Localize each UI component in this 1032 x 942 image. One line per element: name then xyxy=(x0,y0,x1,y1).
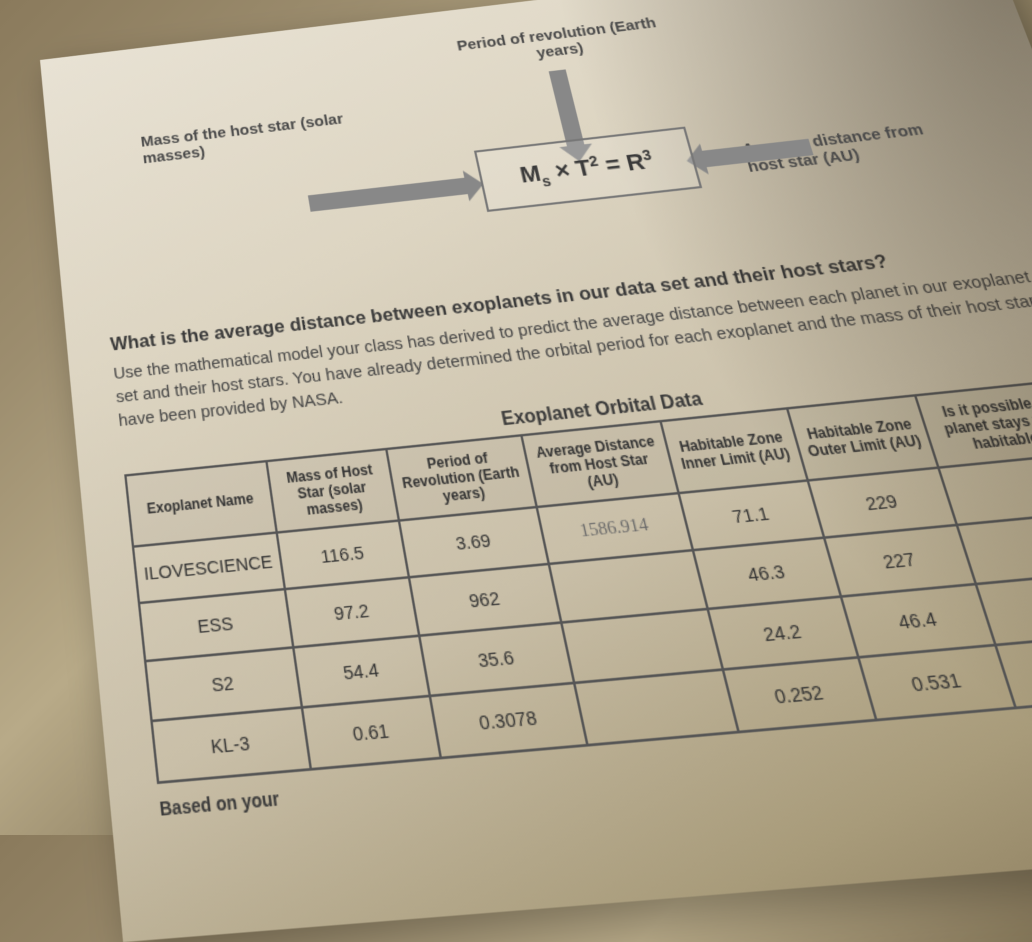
table-cell: 0.61 xyxy=(302,696,441,769)
table-cell: 0.531 xyxy=(858,645,1016,720)
formula-text: Ms × T2 = R3 xyxy=(517,146,657,191)
col-mass: Mass of Host Star (solar masses) xyxy=(266,449,399,533)
table-cell: 0.252 xyxy=(723,657,876,732)
col-distance: Average Distance from Host Star (AU) xyxy=(521,421,679,507)
worksheet-paper: Period of revolution (Earth years) Mass … xyxy=(40,0,1032,942)
col-period: Period of Revolution (Earth years) xyxy=(387,435,537,520)
period-label: Period of revolution (Earth years) xyxy=(450,14,668,71)
col-inner: Habitable Zone Inner Limit (AU) xyxy=(661,408,808,493)
table-cell: 0.3078 xyxy=(430,683,587,758)
arrow-right-icon xyxy=(308,177,472,212)
mass-label: Mass of the host star (solar masses) xyxy=(140,110,353,167)
table-cell: KL-3 xyxy=(152,707,311,782)
formula-box: Ms × T2 = R3 xyxy=(474,127,702,212)
table-cell xyxy=(574,670,739,746)
col-outer: Habitable Zone Outer Limit (AU) xyxy=(787,395,939,480)
